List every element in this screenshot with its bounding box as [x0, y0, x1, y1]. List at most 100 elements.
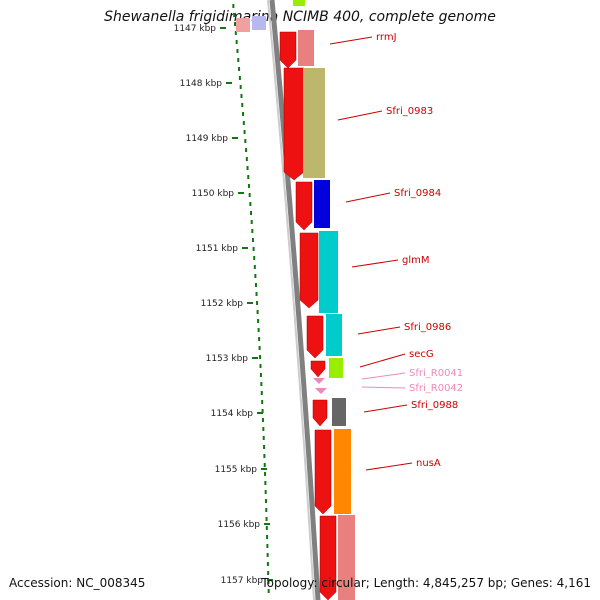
kbp-tick-label: 1156 kbp — [218, 520, 261, 530]
scale-dot — [261, 409, 264, 413]
cds-arrow[interactable] — [312, 399, 328, 427]
gene-leader-line — [337, 110, 383, 121]
scale-dot — [249, 202, 252, 206]
kbp-tick-label: 1154 kbp — [211, 409, 254, 419]
gene-label[interactable]: Sfri_R0041 — [409, 368, 463, 379]
scale-dot — [261, 400, 264, 404]
cog-category-box[interactable] — [298, 30, 314, 66]
scale-dot — [242, 121, 245, 125]
gene-label[interactable]: Sfri_0983 — [386, 106, 433, 117]
scale-dot — [265, 517, 268, 521]
scale-dot — [247, 184, 250, 188]
scale-dot — [251, 238, 254, 242]
scale-dot — [264, 490, 267, 494]
scale-dot — [258, 346, 261, 350]
feature-track — [236, 0, 355, 600]
scale-dot — [263, 454, 266, 458]
scale-dot — [240, 94, 243, 98]
cds-arrow[interactable] — [319, 515, 337, 600]
scale-dot — [239, 85, 242, 89]
cds-arrow[interactable] — [314, 429, 332, 515]
gene-label[interactable]: nusA — [416, 458, 441, 469]
scale-dot — [238, 67, 241, 71]
backbone-line — [269, 0, 321, 600]
cog-category-box[interactable] — [314, 180, 330, 228]
scale-dot — [232, 4, 235, 8]
scale-dot — [250, 220, 253, 224]
cog-category-box[interactable] — [329, 358, 343, 378]
scale-dot — [245, 148, 248, 152]
kbp-tick-label: 1149 kbp — [186, 134, 229, 144]
cog-category-box[interactable] — [326, 314, 342, 356]
cds-arrow[interactable] — [295, 181, 313, 231]
scale-dot — [254, 274, 257, 278]
gene-leader-line — [365, 462, 413, 471]
partial-feature — [236, 18, 250, 32]
gene-label[interactable]: secG — [409, 349, 434, 360]
cog-category-box[interactable] — [334, 429, 351, 514]
gene-leader-line — [361, 386, 406, 389]
cds-arrow[interactable] — [306, 315, 324, 359]
scale-dot — [266, 562, 269, 566]
gene-label[interactable]: glmM — [402, 255, 430, 266]
scale-dot — [234, 31, 237, 35]
dotted-scale-lines — [232, 4, 270, 593]
map-title: Shewanella frigidimarina NCIMB 400, comp… — [104, 9, 496, 25]
scale-dot — [234, 22, 237, 26]
cds-arrow[interactable] — [299, 232, 319, 309]
cds-arrow[interactable] — [310, 360, 326, 378]
scale-dot — [259, 364, 262, 368]
gene-label[interactable]: rrmJ — [376, 32, 397, 43]
scale-dot — [259, 373, 262, 377]
cog-category-box[interactable] — [319, 231, 338, 313]
cog-category-box[interactable] — [338, 515, 355, 600]
scale-dot — [260, 382, 263, 386]
gene-label[interactable]: Sfri_R0042 — [409, 383, 463, 394]
scale-dot — [245, 157, 248, 161]
scale-dot — [252, 247, 255, 251]
scale-dot — [263, 445, 266, 449]
gene-label[interactable]: Sfri_0988 — [411, 400, 458, 411]
scale-dot — [236, 49, 239, 53]
scale-dot — [267, 580, 270, 584]
scale-dot — [264, 481, 267, 485]
scale-dot — [243, 130, 246, 134]
scale-dot — [266, 544, 269, 548]
scale-dot — [267, 571, 270, 575]
scale-dot — [263, 463, 266, 467]
gene-label[interactable]: Sfri_0986 — [404, 322, 451, 333]
cds-arrow[interactable] — [279, 31, 297, 69]
kbp-tick-label: 1157 kbp — [221, 576, 264, 586]
cog-category-box[interactable] — [293, 0, 305, 6]
cog-category-box[interactable] — [303, 68, 325, 178]
scale-dot — [264, 499, 267, 503]
scale-dot — [256, 310, 259, 314]
scale-dot — [235, 40, 238, 44]
gene-leader-line — [363, 404, 408, 413]
rna-arrow[interactable] — [315, 388, 327, 394]
gene-label[interactable]: Sfri_0984 — [394, 188, 441, 199]
cog-category-box[interactable] — [332, 398, 346, 426]
kbp-axis: 1147 kbp 1148 kbp 1149 kbp 1150 kbp 1151 kbp… — [174, 24, 273, 586]
kbp-tick-label: 1147 kbp — [174, 24, 217, 34]
scale-dot — [256, 301, 259, 305]
scale-dot — [259, 355, 262, 359]
gene-labels: rrmJ Sfri_0983 Sfri_0984 glmM Sfri_0986 secG S… — [329, 32, 463, 471]
scale-dot — [265, 526, 268, 530]
scale-dot — [257, 328, 260, 332]
scale-dot — [260, 391, 263, 395]
scale-dot — [262, 427, 265, 431]
kbp-tick-label: 1152 kbp — [201, 299, 244, 309]
gene-leader-line — [329, 36, 373, 45]
scale-dot — [264, 472, 267, 476]
gene-leader-line — [361, 372, 406, 380]
scale-dot — [238, 76, 241, 80]
rna-arrow[interactable] — [313, 378, 325, 384]
backbone-shadow — [267, 0, 315, 600]
scale-dot — [248, 193, 251, 197]
scale-dot — [254, 283, 257, 287]
scale-dot — [253, 256, 256, 260]
scale-dot — [265, 508, 268, 512]
cds-arrow[interactable] — [283, 67, 305, 181]
scale-dot — [233, 13, 236, 17]
